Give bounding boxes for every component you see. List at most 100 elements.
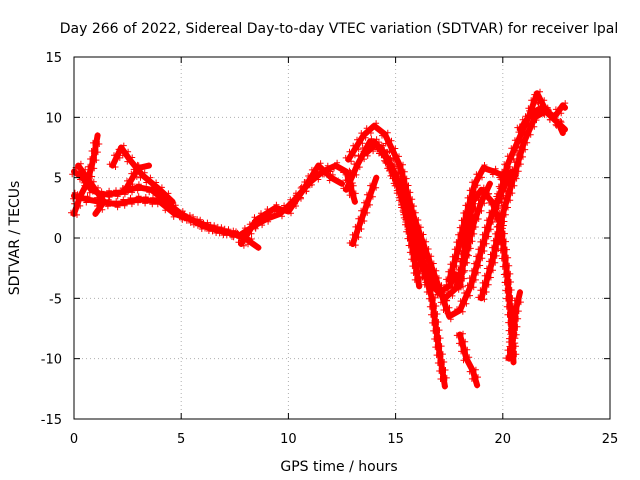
plus-marker bbox=[412, 222, 419, 228]
x-axis-label: GPS time / hours bbox=[280, 459, 397, 475]
x-tick-label: 15 bbox=[387, 432, 404, 447]
plus-marker bbox=[350, 142, 357, 149]
plus-marker bbox=[406, 223, 413, 230]
plus-marker bbox=[486, 190, 493, 197]
plus-marker bbox=[369, 193, 376, 200]
series-arc-19 bbox=[503, 289, 524, 363]
plus-marker bbox=[435, 275, 442, 281]
plus-marker bbox=[504, 347, 511, 354]
plus-marker bbox=[461, 275, 468, 282]
plus-marker bbox=[417, 236, 424, 243]
plus-marker bbox=[89, 188, 96, 195]
plus-marker bbox=[457, 258, 463, 265]
plus-marker bbox=[93, 157, 100, 164]
plus-marker bbox=[91, 165, 98, 172]
plus-marker bbox=[305, 173, 312, 179]
plus-marker bbox=[505, 204, 511, 211]
plus-marker bbox=[409, 263, 416, 270]
series-band bbox=[71, 192, 253, 244]
plus-marker bbox=[507, 270, 514, 277]
series-band bbox=[345, 122, 515, 320]
plus-marker bbox=[481, 224, 488, 231]
plus-marker bbox=[68, 209, 74, 216]
plus-marker bbox=[89, 173, 96, 180]
plus-marker bbox=[456, 224, 463, 231]
plus-marker bbox=[506, 262, 513, 269]
plus-marker bbox=[527, 131, 534, 138]
plus-marker bbox=[416, 263, 423, 270]
plus-marker bbox=[495, 217, 502, 224]
plus-marker bbox=[303, 188, 310, 195]
plus-marker bbox=[498, 232, 505, 239]
series-arc-9 bbox=[342, 120, 515, 323]
plus-marker bbox=[553, 122, 560, 129]
plus-marker bbox=[128, 170, 135, 177]
plus-marker bbox=[493, 224, 500, 230]
plus-marker bbox=[111, 152, 117, 159]
plus-marker bbox=[88, 148, 95, 154]
plus-marker bbox=[331, 165, 337, 172]
plus-marker bbox=[479, 231, 486, 238]
plus-marker bbox=[458, 217, 465, 224]
plus-marker bbox=[408, 231, 415, 238]
plus-marker bbox=[437, 335, 444, 342]
y-tick-label: 10 bbox=[45, 111, 62, 126]
plus-marker bbox=[508, 279, 514, 285]
plus-marker bbox=[503, 303, 510, 310]
plus-marker bbox=[158, 184, 165, 191]
plus-marker bbox=[443, 281, 450, 288]
plus-marker bbox=[358, 226, 365, 232]
plus-marker bbox=[352, 242, 359, 249]
plus-marker bbox=[301, 179, 308, 185]
plus-marker bbox=[505, 319, 512, 326]
plus-marker bbox=[435, 319, 442, 325]
plus-marker bbox=[507, 331, 514, 338]
plus-marker bbox=[551, 112, 558, 118]
plus-marker bbox=[166, 202, 173, 209]
plus-marker bbox=[528, 97, 535, 104]
plus-marker bbox=[510, 359, 517, 366]
plus-marker bbox=[487, 274, 494, 281]
plus-marker bbox=[346, 188, 353, 194]
plus-marker bbox=[415, 229, 421, 236]
plus-marker bbox=[545, 107, 552, 114]
plus-marker bbox=[515, 315, 522, 322]
series-band bbox=[456, 186, 517, 366]
plus-marker bbox=[351, 152, 358, 159]
plus-marker bbox=[361, 156, 368, 163]
plus-marker bbox=[471, 190, 478, 197]
plus-marker bbox=[491, 216, 498, 222]
plus-marker bbox=[469, 179, 476, 186]
plus-marker bbox=[519, 128, 526, 135]
plus-marker bbox=[444, 297, 451, 304]
plus-marker bbox=[473, 253, 480, 260]
plus-marker bbox=[469, 238, 476, 245]
plus-marker bbox=[351, 161, 358, 168]
plus-marker bbox=[513, 331, 520, 338]
plus-marker bbox=[142, 200, 149, 207]
plus-marker bbox=[246, 221, 253, 228]
plus-marker bbox=[490, 267, 496, 274]
plus-marker bbox=[479, 174, 485, 181]
y-axis-label: SDTVAR / TECUs bbox=[7, 181, 23, 296]
plus-marker bbox=[525, 105, 532, 112]
plus-marker bbox=[373, 120, 380, 127]
plus-marker bbox=[471, 230, 478, 237]
plus-marker bbox=[83, 199, 90, 206]
plus-marker bbox=[451, 270, 458, 277]
plus-marker bbox=[436, 327, 443, 334]
plus-marker bbox=[487, 226, 494, 233]
plus-marker bbox=[486, 199, 493, 206]
plus-marker bbox=[146, 162, 152, 169]
plus-marker bbox=[502, 211, 509, 218]
plus-marker bbox=[373, 174, 380, 181]
plus-marker bbox=[127, 194, 134, 201]
tick-labels: 0 5 10 15 20 25 -15 -10 -5 0 5 10 15 bbox=[41, 51, 619, 447]
plus-marker bbox=[517, 289, 523, 296]
plus-marker bbox=[460, 330, 466, 337]
plus-marker bbox=[557, 118, 564, 124]
plus-marker bbox=[373, 136, 380, 143]
plus-marker bbox=[432, 294, 439, 301]
plus-marker bbox=[534, 99, 541, 106]
y-tick-label: 5 bbox=[54, 172, 62, 187]
